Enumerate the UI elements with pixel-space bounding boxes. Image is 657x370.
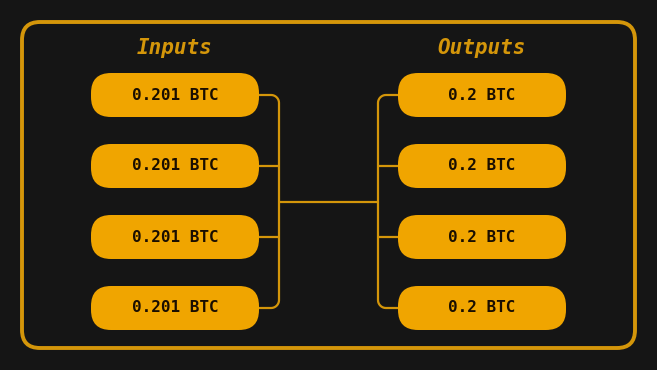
- Text: 0.201 BTC: 0.201 BTC: [131, 229, 218, 245]
- FancyBboxPatch shape: [398, 286, 566, 330]
- FancyBboxPatch shape: [398, 144, 566, 188]
- FancyBboxPatch shape: [91, 215, 259, 259]
- FancyBboxPatch shape: [91, 286, 259, 330]
- Text: 0.2 BTC: 0.2 BTC: [448, 87, 516, 102]
- FancyBboxPatch shape: [91, 73, 259, 117]
- Text: 0.201 BTC: 0.201 BTC: [131, 158, 218, 174]
- Text: 0.2 BTC: 0.2 BTC: [448, 300, 516, 316]
- Text: Inputs: Inputs: [137, 38, 213, 58]
- Text: Outputs: Outputs: [438, 38, 526, 58]
- Text: 0.201 BTC: 0.201 BTC: [131, 300, 218, 316]
- FancyBboxPatch shape: [398, 215, 566, 259]
- Text: 0.2 BTC: 0.2 BTC: [448, 158, 516, 174]
- FancyBboxPatch shape: [91, 144, 259, 188]
- FancyBboxPatch shape: [398, 73, 566, 117]
- Text: 0.2 BTC: 0.2 BTC: [448, 229, 516, 245]
- Text: 0.201 BTC: 0.201 BTC: [131, 87, 218, 102]
